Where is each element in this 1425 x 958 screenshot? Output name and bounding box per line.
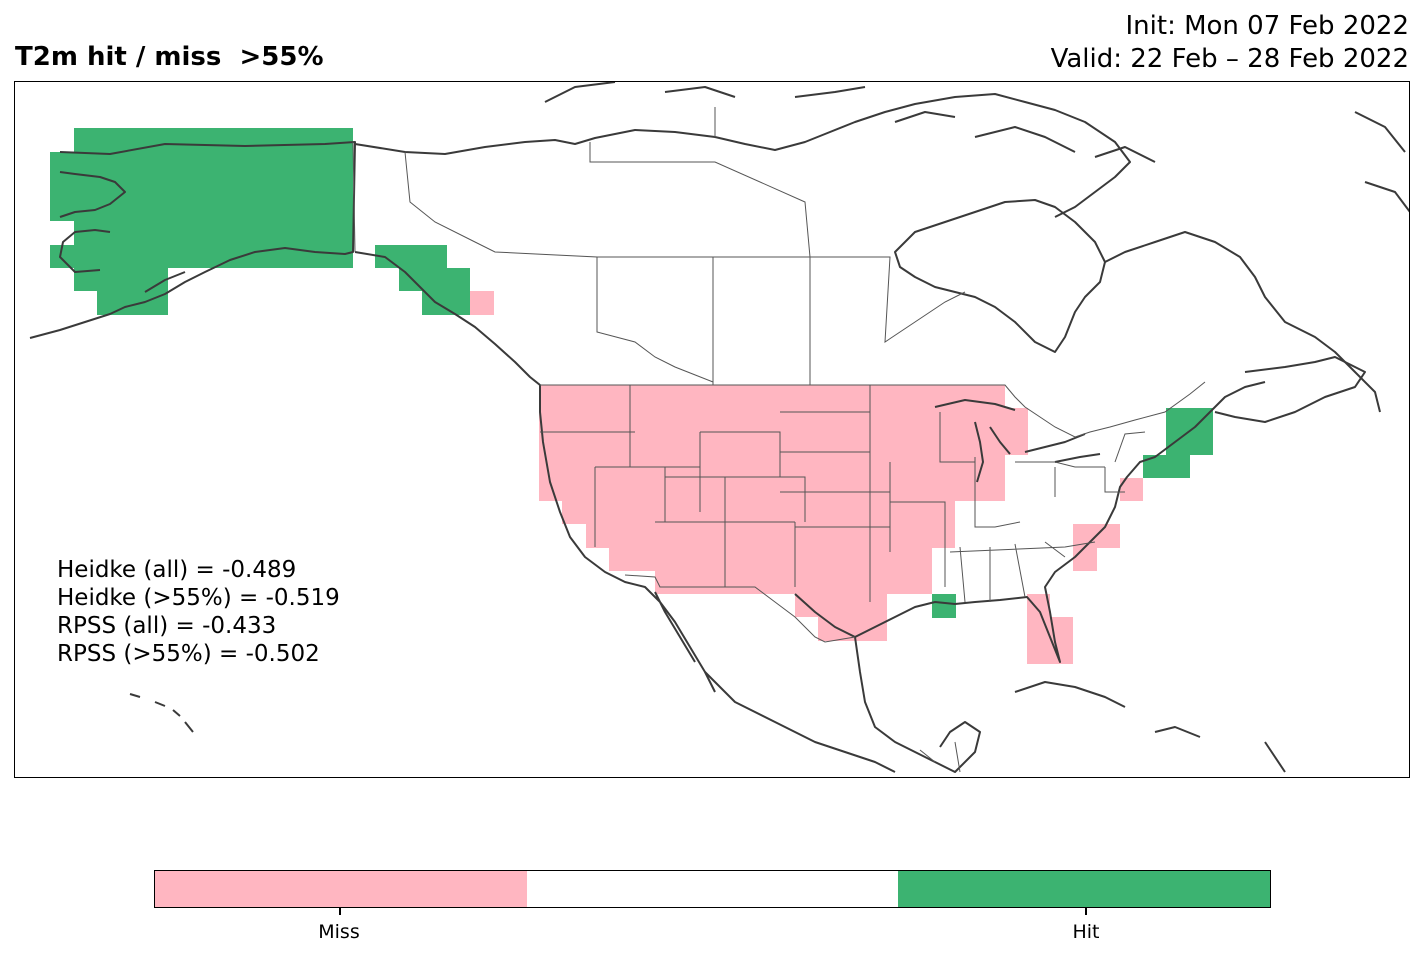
canada-north-coast xyxy=(354,93,1131,218)
miss-area-nj xyxy=(1120,478,1143,501)
hit-area-se-alaska xyxy=(375,245,470,315)
labrador-coast xyxy=(1104,231,1381,413)
hit-miss-shading xyxy=(50,128,1213,664)
miss-area-us xyxy=(539,385,1028,641)
colorbar-neutral xyxy=(526,871,899,907)
colorbar-hit xyxy=(898,871,1271,907)
gulf-st-lawrence xyxy=(1214,356,1366,423)
hit-area-ms-coast xyxy=(932,594,956,618)
valid-dates: Valid: 22 Feb – 28 Feb 2022 xyxy=(1050,44,1409,74)
west-coast xyxy=(354,251,716,693)
alaska-coast xyxy=(29,141,356,339)
rpss-all-score: RPSS (all) = -0.433 xyxy=(57,613,277,639)
us-states xyxy=(540,385,1146,603)
colorbar-tick-hit xyxy=(1085,908,1087,915)
map-canvas xyxy=(29,82,1409,773)
alaska-canada-border xyxy=(352,141,356,253)
rpss-55-score: RPSS (>55%) = -0.502 xyxy=(57,641,320,667)
colorbar-tick-miss xyxy=(339,908,341,915)
us-canada-border xyxy=(540,381,1206,438)
map-panel xyxy=(14,81,1410,778)
heidke-all-score: Heidke (all) = -0.489 xyxy=(57,557,297,583)
caribbean xyxy=(1014,681,1286,773)
heidke-55-score: Heidke (>55%) = -0.519 xyxy=(57,585,340,611)
colorbar-label-hit: Hit xyxy=(1072,921,1100,943)
coastlines xyxy=(29,82,1409,773)
skill-scores: Heidke (all) = -0.489 Heidke (>55%) = -0… xyxy=(57,556,340,668)
arctic-islands xyxy=(544,82,1409,213)
hawaii xyxy=(129,693,194,733)
miss-area-bc xyxy=(470,291,494,315)
colorbar-label-miss: Miss xyxy=(318,921,360,943)
borders xyxy=(352,107,1206,773)
gulf-east-coast xyxy=(794,381,1266,663)
colorbar-miss xyxy=(155,871,527,907)
map-title: T2m hit / miss >55% xyxy=(15,42,324,72)
miss-area-mid-atlantic xyxy=(1073,524,1120,571)
central-america-borders xyxy=(919,741,961,773)
canada-provinces xyxy=(404,107,966,385)
hudson-bay xyxy=(894,199,1106,353)
us-mexico-border xyxy=(624,574,856,643)
colorbar xyxy=(154,870,1271,908)
date-info: Init: Mon 07 Feb 2022 Valid: 22 Feb – 28… xyxy=(1051,10,1409,76)
mexico-coast xyxy=(704,636,981,773)
great-lakes xyxy=(934,399,1101,483)
hit-area-alaska xyxy=(50,128,353,315)
init-date: Init: Mon 07 Feb 2022 xyxy=(1125,11,1410,41)
